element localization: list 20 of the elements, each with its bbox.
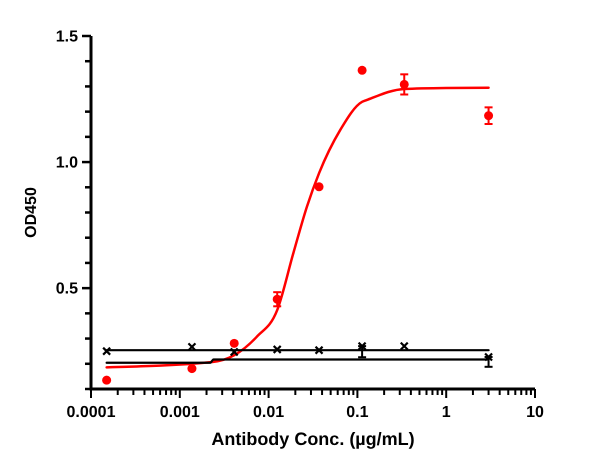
point <box>314 346 324 355</box>
point <box>272 344 282 354</box>
point <box>314 182 324 192</box>
point <box>230 347 239 357</box>
y-tick-label: 1.0 <box>56 154 78 172</box>
point <box>187 342 197 352</box>
y-tick-label: 0.5 <box>56 280 78 298</box>
y-axis-title: OD450 <box>23 187 40 238</box>
x-tick-label: 0.1 <box>346 404 369 421</box>
x-tick-label: 10 <box>526 404 544 421</box>
point <box>400 80 409 89</box>
x-tick-label: 0.01 <box>253 404 284 421</box>
y-tick-label: 1.5 <box>56 28 78 46</box>
point <box>358 66 367 75</box>
x-tick-label: 0.0001 <box>66 404 116 421</box>
x-axis-title: Antibody Conc. (µg/mL) <box>211 429 415 449</box>
point <box>230 338 239 348</box>
x-tick-label: 0.001 <box>160 404 200 421</box>
point <box>187 364 196 374</box>
x-tick-label: 1 <box>442 404 451 421</box>
